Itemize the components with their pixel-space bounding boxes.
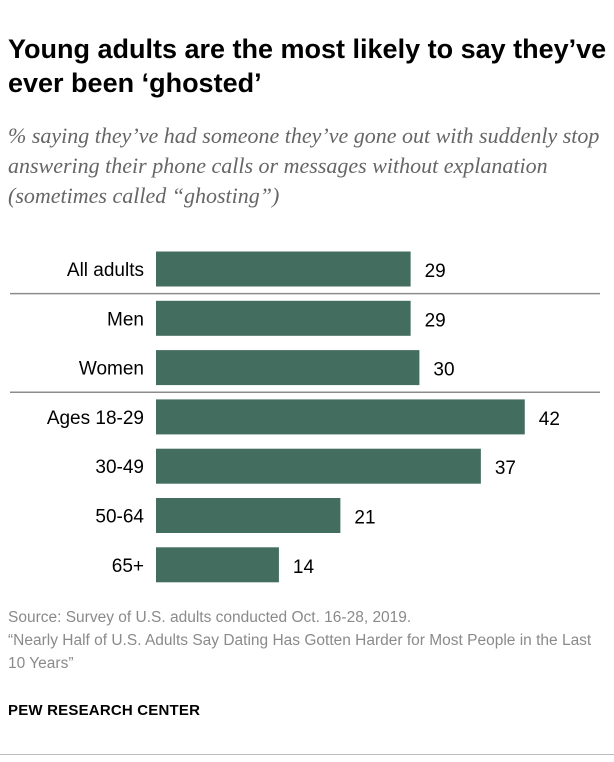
bar-men: [156, 300, 411, 336]
category-label-ages-18-29: Ages 18-29: [47, 408, 144, 429]
category-label-30-49: 30-49: [95, 457, 144, 478]
bar-50-64: [156, 498, 341, 533]
source-note: Source: Survey of U.S. adults conducted …: [8, 606, 608, 675]
brand-logo-text: PEW RESEARCH CENTER: [8, 702, 201, 719]
chart-subtitle: % saying they’ve had someone they’ve gon…: [8, 123, 600, 208]
value-label-women: 30: [433, 360, 454, 381]
value-label-30-49: 37: [495, 458, 516, 479]
value-label-men: 29: [425, 310, 446, 331]
bar-chart: All adults 29 Men 29 Women 30 Ages 18-29 42 30-4…: [10, 251, 600, 583]
bottom-rule: [0, 754, 614, 755]
category-label-all-adults: All adults: [67, 260, 144, 281]
chart-title: Young adults are the most likely to say …: [8, 34, 607, 98]
category-label-65: 65+: [112, 556, 144, 577]
value-label-all-adults: 29: [425, 261, 446, 282]
bar-65: [156, 547, 279, 583]
value-label-ages-18-29: 42: [539, 409, 560, 430]
value-label-65: 14: [293, 557, 315, 578]
bar-ages-18-29: [156, 399, 525, 435]
category-label-50-64: 50-64: [95, 507, 144, 528]
category-label-women: Women: [79, 359, 144, 380]
source-line: Source: Survey of U.S. adults conducted …: [8, 609, 412, 626]
bar-all-adults: [156, 251, 411, 287]
value-label-50-64: 21: [354, 508, 375, 529]
category-label-men: Men: [107, 309, 144, 330]
report-title: “Nearly Half of U.S. Adults Say Dating H…: [8, 632, 592, 672]
bar-women: [156, 350, 420, 386]
bar-30-49: [156, 448, 481, 484]
